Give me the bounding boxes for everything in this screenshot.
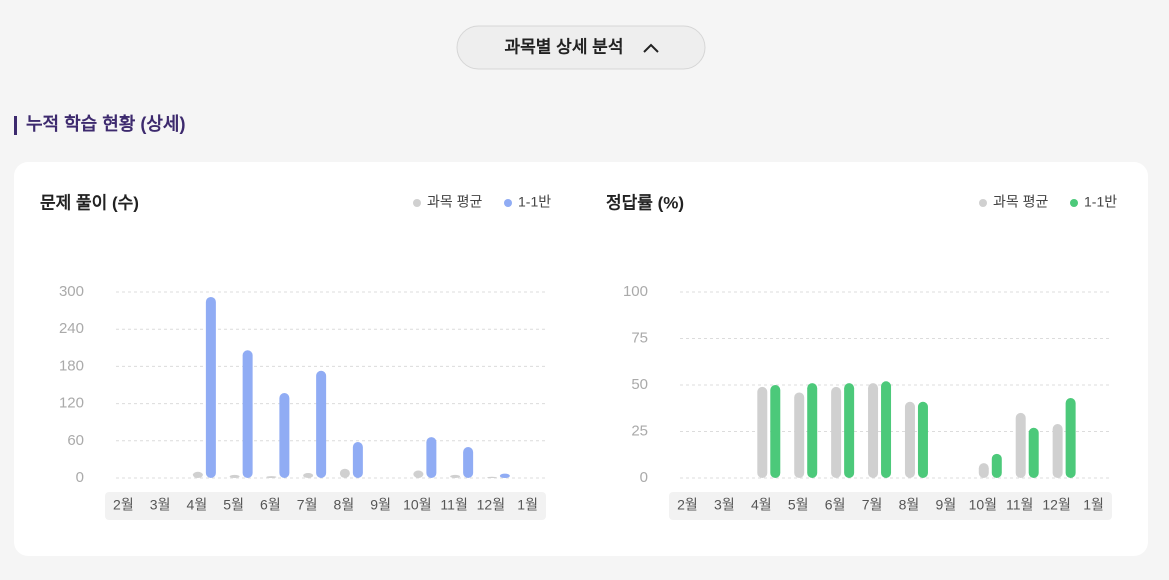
bar: [807, 383, 818, 478]
x-tick-label: 7월: [862, 497, 883, 513]
y-tick-label: 240: [59, 320, 84, 337]
section-title: 누적 학습 현황 (상세): [26, 113, 185, 134]
bar: [352, 442, 363, 478]
legend-label: 1-1반: [518, 194, 551, 210]
bar: [205, 296, 216, 478]
bar: [463, 447, 474, 478]
x-tick-label: 4월: [751, 497, 772, 513]
y-tick-label: 0: [76, 469, 84, 486]
bar: [316, 370, 327, 478]
y-tick-label: 75: [631, 329, 648, 346]
y-tick-label: 25: [631, 422, 648, 439]
y-tick-label: 120: [59, 395, 84, 412]
bar: [1028, 427, 1039, 478]
x-tick-label: 6월: [825, 497, 846, 513]
y-tick-label: 100: [623, 283, 648, 300]
bar: [192, 471, 203, 478]
x-tick-label: 5월: [223, 497, 244, 513]
bar: [242, 350, 253, 478]
chevron: [643, 43, 659, 53]
section-bar: [14, 116, 17, 135]
legend-dot: [979, 199, 987, 207]
button-label: 과목별 상세 분석: [505, 37, 624, 56]
x-tick-label: 2월: [677, 497, 698, 513]
bar: [1052, 424, 1063, 478]
chart-title: 문제 풀이 (수): [40, 193, 139, 212]
x-tick-label: 10월: [403, 497, 431, 513]
toggle-button[interactable]: [456, 25, 706, 70]
x-tick-label: 9월: [370, 497, 391, 513]
bar: [881, 381, 892, 478]
x-tick-label: 8월: [334, 497, 355, 513]
x-axis-band: [669, 492, 1112, 520]
y-tick-label: 50: [631, 376, 648, 393]
x-axis-band: [105, 492, 546, 520]
x-tick-label: 12월: [477, 497, 505, 513]
bar: [757, 386, 768, 478]
bar: [450, 474, 461, 478]
legend-label: 과목 평균: [427, 194, 483, 210]
legend-dot: [1070, 199, 1078, 207]
x-tick-label: 11월: [1006, 497, 1033, 513]
bar: [770, 385, 781, 478]
x-tick-label: 11월: [440, 497, 467, 513]
x-tick-label: 3월: [714, 497, 735, 513]
bar: [499, 473, 510, 478]
legend-label: 과목 평균: [993, 194, 1049, 210]
chart-title: 정답률 (%): [606, 193, 684, 212]
bar: [844, 383, 855, 478]
bar: [303, 473, 314, 478]
bar: [229, 474, 240, 478]
x-tick-label: 3월: [150, 497, 171, 513]
card: [14, 162, 1148, 556]
bar: [991, 453, 1002, 478]
x-tick-label: 4월: [187, 497, 208, 513]
x-tick-label: 10월: [969, 497, 997, 513]
bar: [1065, 398, 1076, 478]
x-tick-label: 5월: [788, 497, 809, 513]
bar: [831, 386, 842, 478]
x-tick-label: 6월: [260, 497, 281, 513]
bar: [917, 401, 928, 478]
bar: [978, 463, 989, 478]
y-tick-label: 300: [59, 283, 84, 300]
bar: [279, 393, 290, 478]
y-tick-label: 180: [59, 357, 84, 374]
bar: [413, 470, 424, 478]
bar: [794, 392, 805, 478]
bar: [1015, 412, 1026, 478]
x-tick-label: 1월: [517, 497, 538, 513]
x-tick-label: 1월: [1083, 497, 1104, 513]
x-tick-label: 7월: [297, 497, 318, 513]
y-tick-label: 0: [640, 469, 648, 486]
y-tick-label: 60: [67, 432, 84, 449]
legend-label: 1-1반: [1084, 194, 1117, 210]
bar: [904, 401, 915, 478]
x-tick-label: 2월: [113, 497, 134, 513]
legend-dot: [504, 199, 512, 207]
legend-dot: [413, 199, 421, 207]
bar: [868, 383, 879, 478]
bar: [339, 468, 350, 478]
x-tick-label: 12월: [1042, 497, 1070, 513]
x-tick-label: 8월: [899, 497, 920, 513]
bar: [426, 437, 437, 478]
bar: [266, 476, 277, 478]
bar: [486, 476, 497, 478]
x-tick-label: 9월: [936, 497, 957, 513]
